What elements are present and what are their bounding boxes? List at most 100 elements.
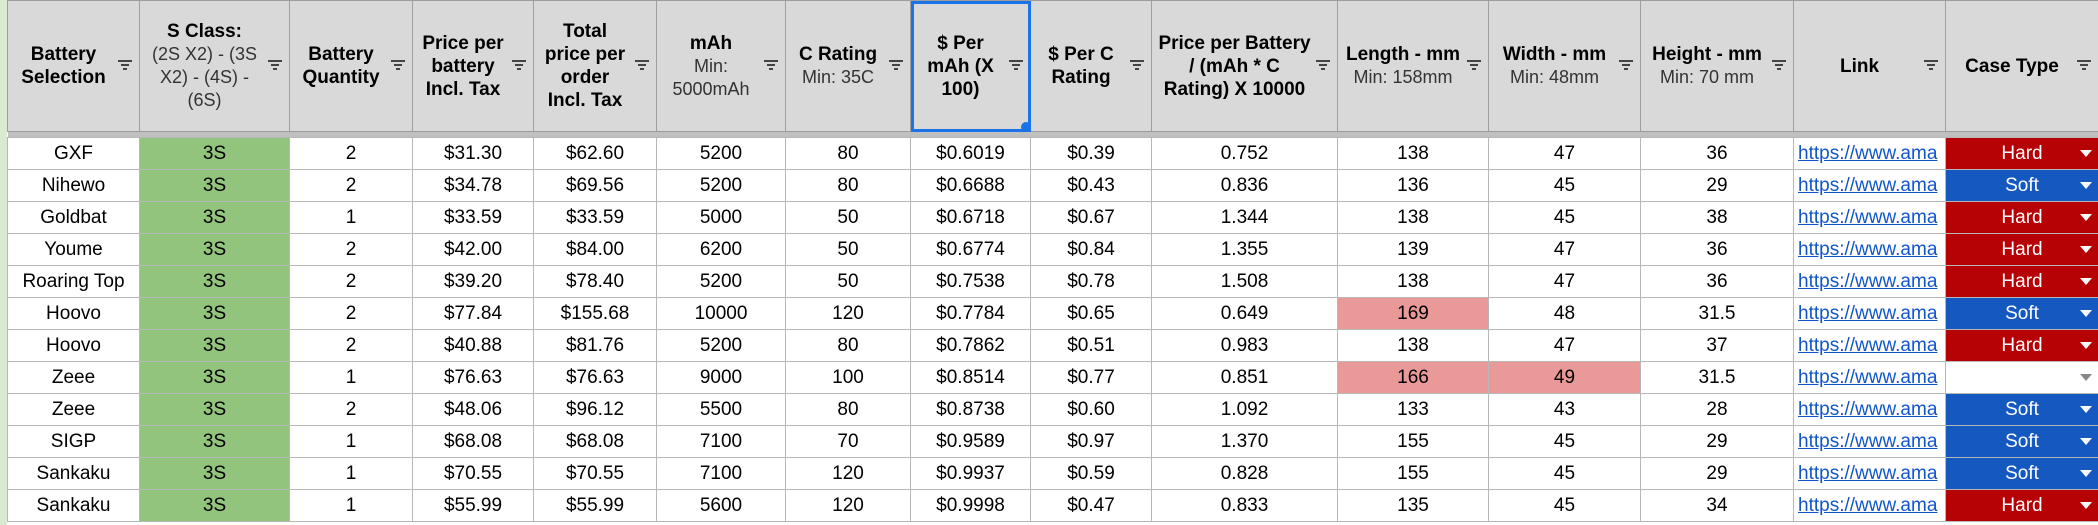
dropdown-arrow[interactable] (2080, 310, 2092, 317)
header-text: C Rating Min: 35C (787, 43, 910, 89)
case-type-dropdown[interactable]: Soft (1945, 393, 2098, 426)
cell: Sankaku (7, 489, 140, 522)
column-header[interactable]: Height - mm Min: 70 mm (1640, 0, 1794, 132)
filter-icon[interactable] (2076, 59, 2092, 71)
dropdown-arrow[interactable] (2080, 246, 2092, 253)
cell: 1 (289, 457, 413, 490)
filter-icon[interactable] (1771, 59, 1787, 71)
column-header[interactable]: $ Per C Rating (1030, 0, 1152, 132)
filter-icon[interactable] (511, 59, 527, 71)
column-header[interactable]: Price per Battery / (mAh * C Rating) X 1… (1151, 0, 1338, 132)
link-cell[interactable]: https://www.ama (1793, 457, 1946, 490)
link-cell[interactable]: https://www.ama (1793, 169, 1946, 202)
cell: 169 (1337, 297, 1489, 330)
filter-icon[interactable] (267, 59, 283, 71)
dropdown-arrow[interactable] (2080, 214, 2092, 221)
case-type-dropdown[interactable]: Hard (1945, 329, 2098, 362)
cell: 5200 (656, 329, 786, 362)
cell: 1.508 (1151, 265, 1338, 298)
cell: 70 (785, 425, 911, 458)
table-row: Hoovo 3S 2 $77.84 $155.68 10000 120 $0.7784 $0.6… (7, 297, 2098, 330)
header-text: Price per battery Incl. Tax (414, 32, 533, 101)
header-title: Width - mm (1502, 44, 1607, 65)
link-cell[interactable]: https://www.ama (1793, 297, 1946, 330)
cell: $0.7784 (910, 297, 1031, 330)
case-type-dropdown[interactable]: Soft (1945, 457, 2098, 490)
filter-icon[interactable] (1466, 59, 1482, 71)
filter-icon[interactable] (1008, 59, 1024, 71)
column-header[interactable]: Battery Selection (7, 0, 140, 132)
cell: 45 (1488, 489, 1641, 522)
column-header[interactable]: C Rating Min: 35C (785, 0, 911, 132)
link-cell[interactable]: https://www.ama (1793, 489, 1946, 522)
column-header[interactable]: Width - mm Min: 48mm (1488, 0, 1641, 132)
filter-icon[interactable] (1315, 59, 1331, 71)
dropdown-arrow[interactable] (2080, 278, 2092, 285)
column-header[interactable]: Battery Quantity (289, 0, 413, 132)
dropdown-arrow[interactable] (2080, 374, 2092, 381)
case-type-dropdown[interactable]: Hard (1945, 489, 2098, 522)
filter-icon[interactable] (1129, 59, 1145, 71)
header-text: Height - mm Min: 70 mm (1642, 43, 1793, 89)
dropdown-arrow[interactable] (2080, 502, 2092, 509)
link-cell[interactable]: https://www.ama (1793, 233, 1946, 266)
case-type-dropdown[interactable]: Soft (1945, 169, 2098, 202)
cell: $0.77 (1030, 361, 1152, 394)
cell: 138 (1337, 201, 1489, 234)
header-subtitle: (2S X2) - (3S X2) - (4S) - (6S) (151, 44, 258, 110)
case-type-dropdown[interactable]: Hard (1945, 201, 2098, 234)
cell: $78.40 (533, 265, 657, 298)
cell: $155.68 (533, 297, 657, 330)
cell: 2 (289, 169, 413, 202)
filter-icon[interactable] (1923, 59, 1939, 71)
link-cell[interactable]: https://www.ama (1793, 329, 1946, 362)
case-type-dropdown[interactable]: Hard (1945, 233, 2098, 266)
cell: 28 (1640, 393, 1794, 426)
cell: $77.84 (412, 297, 534, 330)
header-title: Total price per order Incl. Tax (544, 21, 626, 111)
dropdown-arrow[interactable] (2080, 470, 2092, 477)
selection-handle[interactable] (1021, 122, 1030, 131)
case-type-dropdown[interactable]: Soft (1945, 297, 2098, 330)
case-type-dropdown[interactable] (1945, 361, 2098, 394)
column-header[interactable]: S Class: (2S X2) - (3S X2) - (4S) - (6S) (139, 0, 290, 132)
filter-icon[interactable] (763, 59, 779, 71)
column-header[interactable]: Total price per order Incl. Tax (533, 0, 657, 132)
link-cell[interactable]: https://www.ama (1793, 361, 1946, 394)
case-type-dropdown[interactable]: Hard (1945, 137, 2098, 170)
filter-icon[interactable] (390, 59, 406, 71)
column-header[interactable]: Case Type (1945, 0, 2098, 132)
link-cell[interactable]: https://www.ama (1793, 137, 1946, 170)
cell: 100 (785, 361, 911, 394)
column-header[interactable]: Link (1793, 0, 1946, 132)
link-cell[interactable]: https://www.ama (1793, 265, 1946, 298)
column-header[interactable]: $ Per mAh (X 100) (910, 0, 1031, 132)
cell: $0.9998 (910, 489, 1031, 522)
filter-icon[interactable] (1618, 59, 1634, 71)
dropdown-arrow[interactable] (2080, 342, 2092, 349)
dropdown-arrow[interactable] (2080, 438, 2092, 445)
dropdown-arrow[interactable] (2080, 182, 2092, 189)
cell: 0.983 (1151, 329, 1338, 362)
header-subtitle: Min: 70 mm (1659, 67, 1755, 87)
cell: SIGP (7, 425, 140, 458)
header-subtitle: Min: 5000mAh (672, 55, 750, 99)
filter-icon[interactable] (888, 59, 904, 71)
link-cell[interactable]: https://www.ama (1793, 393, 1946, 426)
header-subtitle: Min: 158mm (1353, 67, 1453, 87)
filter-icon[interactable] (117, 59, 133, 71)
dropdown-arrow[interactable] (2080, 406, 2092, 413)
link-cell[interactable]: https://www.ama (1793, 201, 1946, 234)
cell: Goldbat (7, 201, 140, 234)
case-type-dropdown[interactable]: Soft (1945, 425, 2098, 458)
link-cell[interactable]: https://www.ama (1793, 425, 1946, 458)
column-header[interactable]: mAh Min: 5000mAh (656, 0, 786, 132)
case-type-dropdown[interactable]: Hard (1945, 265, 2098, 298)
table-row: Youme 3S 2 $42.00 $84.00 6200 50 $0.6774 $0.84 1.… (7, 233, 2098, 266)
cell: $39.20 (412, 265, 534, 298)
column-header[interactable]: Price per battery Incl. Tax (412, 0, 534, 132)
table-row: SIGP 3S 1 $68.08 $68.08 7100 70 $0.9589 $0.97 1.3… (7, 425, 2098, 458)
column-header[interactable]: Length - mm Min: 158mm (1337, 0, 1489, 132)
filter-icon[interactable] (634, 59, 650, 71)
dropdown-arrow[interactable] (2080, 150, 2092, 157)
